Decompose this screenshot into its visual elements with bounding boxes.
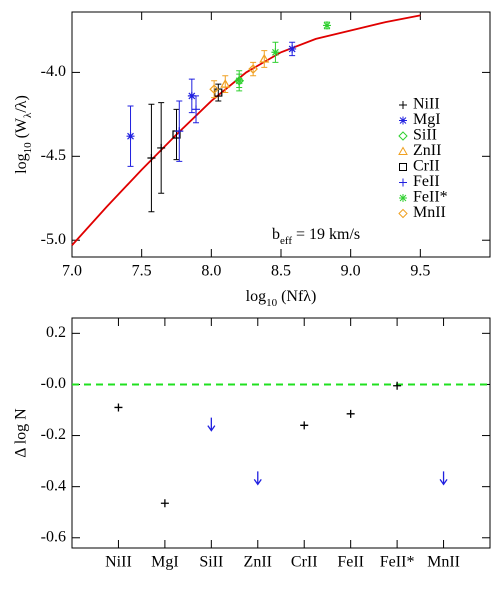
legend-label: NiII (413, 96, 440, 113)
x-tick-label: 8.0 (201, 263, 221, 280)
y-axis-label: Δ log N (13, 408, 30, 458)
x-tick-label: NiII (105, 554, 132, 571)
data-point (192, 105, 201, 114)
legend-marker (399, 178, 407, 187)
y-tick-label: -0.4 (41, 477, 66, 494)
upper-limit (439, 471, 448, 486)
x-axis-label-part: 10 (266, 297, 278, 309)
legend-label: ZnII (413, 142, 441, 159)
data-point (220, 78, 231, 88)
y-tick-label: -4.5 (41, 147, 66, 164)
data-point (235, 76, 244, 85)
data-point (187, 91, 196, 100)
model-curve (71, 14, 421, 246)
x-tick-label: MnII (427, 554, 460, 571)
data-point (271, 48, 280, 57)
legend-marker (399, 101, 407, 109)
x-tick-label: FeII* (380, 554, 415, 571)
legend-marker (399, 163, 407, 171)
x-axis-label-part: log (246, 288, 266, 305)
data-point (160, 499, 169, 508)
y-tick-label: -5.0 (41, 231, 66, 248)
data-point (288, 44, 297, 53)
data-point (209, 84, 219, 95)
annotation-part: b (272, 226, 280, 243)
legend-label: MgI (413, 111, 441, 128)
error-bar (222, 75, 229, 94)
data-point (175, 127, 184, 136)
annotation: beff = 19 km/s (272, 226, 360, 247)
legend-marker (398, 146, 408, 155)
legend-marker (399, 194, 407, 202)
legend-label: MnII (413, 204, 446, 221)
data-point (214, 88, 223, 97)
y-axis-label-part: (W (13, 117, 30, 142)
data-point (126, 132, 135, 141)
upper-limit (207, 417, 216, 432)
y-tick-label: -0.6 (41, 528, 66, 545)
legend-label: FeII (413, 173, 440, 190)
y-tick-label: -0.0 (41, 375, 66, 392)
data-point (147, 153, 156, 162)
y-tick-label: -0.2 (41, 426, 66, 443)
data-point (393, 381, 402, 390)
x-axis-label-part: (Nfλ) (277, 288, 316, 305)
legend-marker (398, 131, 408, 141)
x-tick-label: 8.5 (271, 263, 291, 280)
x-tick-label: CrII (291, 554, 318, 571)
upper-limit (253, 471, 262, 486)
data-point (300, 421, 309, 430)
y-axis-label-part: λ (22, 112, 34, 118)
legend-marker (398, 208, 408, 219)
legend-label: CrII (413, 158, 440, 175)
data-point (114, 403, 123, 412)
annotation-part: = 19 km/s (292, 226, 360, 243)
error-bar (261, 50, 268, 68)
data-point (346, 409, 355, 418)
error-bar (215, 83, 222, 102)
error-bar (211, 80, 218, 99)
data-point (248, 64, 258, 74)
y-axis-label: log10 (Wλ/λ) (13, 95, 34, 174)
y-axis-label-part: /λ) (13, 95, 30, 113)
y-tick-label: -4.0 (41, 63, 66, 80)
y-axis-label-part: log (13, 153, 30, 173)
data-point (259, 53, 270, 63)
legend-label: FeII* (413, 189, 448, 206)
legend-label: SiII (413, 127, 437, 144)
x-tick-label: 7.5 (132, 263, 152, 280)
x-tick-label: 9.0 (341, 263, 361, 280)
x-tick-label: MgI (151, 554, 179, 571)
x-tick-label: 9.5 (410, 263, 430, 280)
x-tick-label: ZnII (244, 554, 272, 571)
annotation-part: eff (280, 235, 292, 247)
legend-marker (399, 116, 407, 125)
x-tick-label: SiII (199, 554, 223, 571)
y-axis-label-part: 10 (22, 142, 34, 154)
data-point (157, 143, 166, 152)
error-bar (173, 108, 180, 161)
y-tick-label: 0.2 (46, 324, 66, 341)
x-tick-label: FeII (337, 554, 364, 571)
x-axis-label: log10 (Nfλ) (246, 288, 317, 309)
x-tick-label: 7.0 (62, 263, 82, 280)
data-point (322, 21, 331, 30)
panel-frame (71, 317, 491, 549)
